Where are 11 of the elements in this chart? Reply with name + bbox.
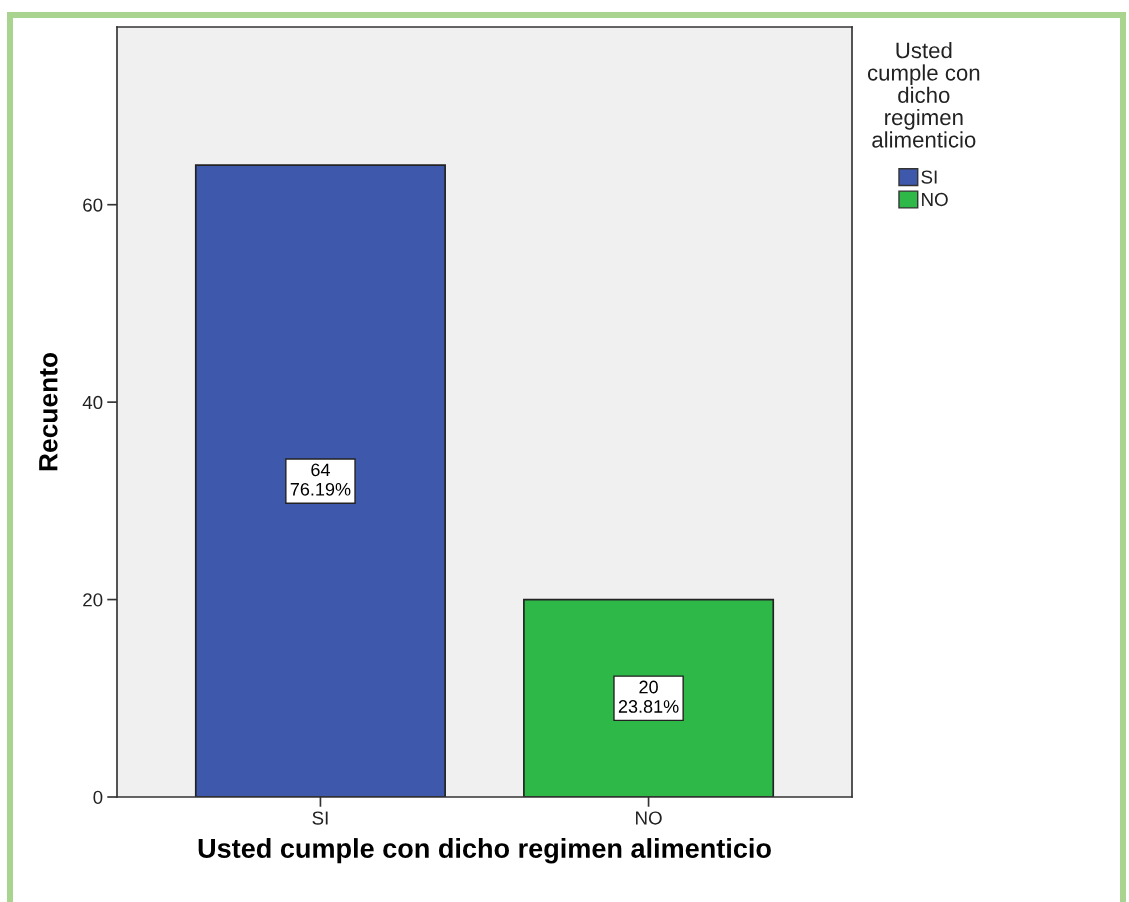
legend-label: NO bbox=[922, 192, 948, 207]
data-label: 64 76.19% bbox=[290, 463, 351, 496]
y-tick-label: 20 bbox=[83, 593, 103, 607]
x-axis-title: Usted cumple con dicho regimen alimenticio bbox=[198, 838, 771, 864]
y-tick-label: 0 bbox=[93, 790, 103, 804]
data-label: 20 23.81% bbox=[618, 680, 679, 713]
legend-title: Usted cumple con dicho regimen alimenticio bbox=[867, 42, 980, 148]
y-tick-label: 40 bbox=[82, 395, 103, 410]
y-tick-label: 60 bbox=[83, 198, 103, 212]
legend-label: SI bbox=[921, 170, 937, 184]
y-axis-title: Recuento bbox=[39, 352, 58, 471]
